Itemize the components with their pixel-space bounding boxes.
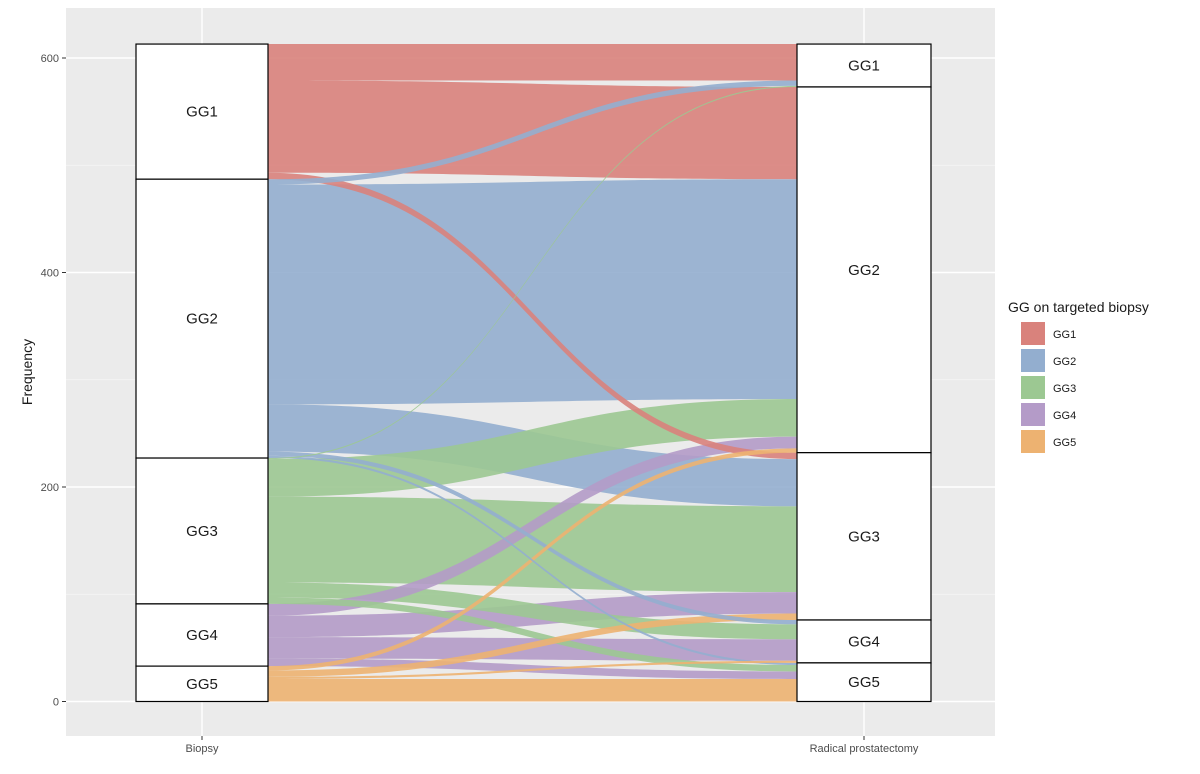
- flow-gg3-to-gg5: [268, 597, 797, 672]
- flow-gg5-to-gg5: [268, 678, 797, 702]
- strata: GG1 GG2 GG3 GG4 GG5 GG1 GG2 GG3 GG4 GG5: [135, 43, 932, 703]
- prostatectomy-stratum-gg4: [796, 619, 932, 664]
- legend-label-gg5: GG5: [1053, 437, 1076, 449]
- y-axis-title: Frequency: [19, 339, 35, 405]
- biopsy-stratum-gg2: [135, 178, 269, 459]
- flow-gg1-to-gg3: [268, 172, 797, 460]
- flow-ribbons: [268, 44, 797, 702]
- flow-gg4-to-gg2: [268, 436, 797, 616]
- flow-gg4-to-gg5: [268, 658, 797, 679]
- biopsy-stratum-label: GG3: [186, 523, 218, 540]
- legend-label-gg1: GG1: [1053, 329, 1076, 341]
- flow-gg1-to-gg2: [268, 80, 797, 180]
- prostatectomy-stratum-gg2: [796, 86, 932, 454]
- x-tick-label: Biopsy: [185, 743, 219, 755]
- flow-gg1-to-gg1: [268, 44, 797, 81]
- y-tick-label: 200: [41, 482, 59, 494]
- legend: GG on targeted biopsy GG1 GG2 GG3 GG4 GG5: [1008, 299, 1149, 453]
- biopsy-stratum-label: GG2: [186, 311, 218, 328]
- biopsy-stratum-gg1: [135, 43, 269, 180]
- flow-gg5-to-gg3: [268, 613, 797, 677]
- legend-title: GG on targeted biopsy: [1008, 299, 1149, 315]
- prostatectomy-stratum-label: GG3: [848, 528, 880, 545]
- biopsy-stratum-label: GG1: [186, 104, 218, 121]
- flow-gg3-to-gg1: [268, 85, 797, 460]
- prostatectomy-stratum-label: GG2: [848, 262, 880, 279]
- prostatectomy-stratum-label: GG5: [848, 674, 880, 691]
- flow-gg3-to-gg3: [268, 496, 797, 593]
- legend-label-gg4: GG4: [1053, 410, 1076, 422]
- biopsy-stratum-gg3: [135, 457, 269, 605]
- flow-gg5-to-gg4: [268, 660, 797, 679]
- flow-gg2-to-gg1: [268, 80, 797, 185]
- legend-label-gg3: GG3: [1053, 383, 1076, 395]
- legend-swatch-gg4: [1021, 403, 1045, 426]
- flow-gg2-to-gg4: [268, 451, 797, 625]
- legend-swatch-gg2: [1021, 349, 1045, 372]
- legend-swatch-gg5: [1021, 430, 1045, 453]
- legend-label-gg2: GG2: [1053, 356, 1076, 368]
- biopsy-stratum-label: GG4: [186, 627, 218, 644]
- prostatectomy-stratum-label: GG4: [848, 633, 880, 650]
- biopsy-stratum-label: GG5: [186, 676, 218, 693]
- biopsy-stratum-gg4: [135, 603, 269, 667]
- flow-gg2-to-gg2: [268, 179, 797, 405]
- prostatectomy-stratum-gg3: [796, 452, 932, 621]
- prostatectomy-stratum-gg5: [796, 662, 932, 703]
- biopsy-stratum-gg5: [135, 665, 269, 703]
- y-tick-label: 600: [41, 53, 59, 65]
- x-tick-label: Radical prostatectomy: [810, 743, 919, 755]
- y-tick-label: 0: [53, 697, 59, 709]
- legend-swatch-gg1: [1021, 322, 1045, 345]
- y-tick-label: 400: [41, 268, 59, 280]
- legend-swatch-gg3: [1021, 376, 1045, 399]
- flow-gg2-to-gg5: [268, 455, 797, 666]
- axes: 0 200 400 600 Biopsy Radical prostatectomy: [41, 53, 919, 755]
- prostatectomy-stratum-label: GG1: [848, 58, 880, 75]
- prostatectomy-stratum-gg1: [796, 43, 932, 88]
